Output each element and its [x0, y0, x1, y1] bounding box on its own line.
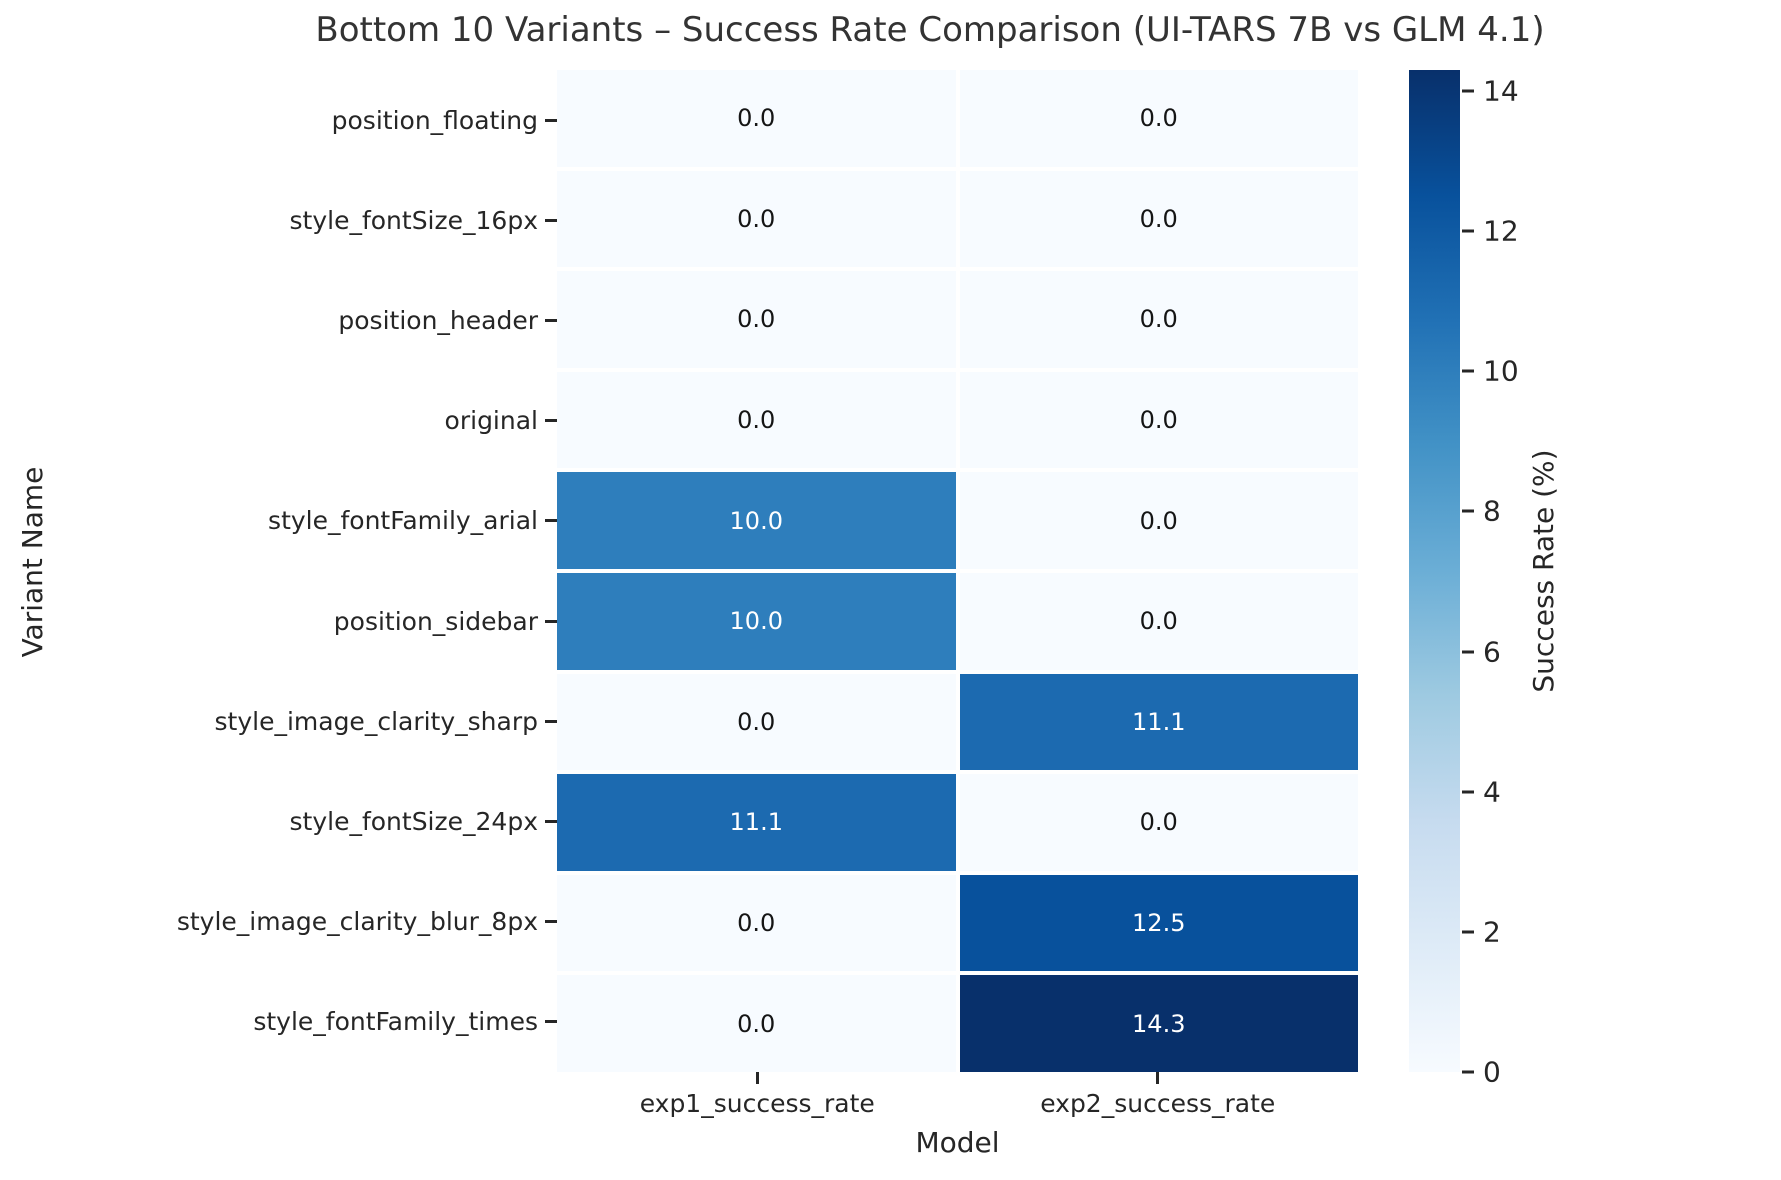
y-tick-mark [545, 920, 557, 924]
heatmap-cell: 14.3 [959, 975, 1358, 1072]
y-tick-label: style_fontSize_16px [289, 205, 539, 235]
heatmap-cell: 11.1 [959, 673, 1358, 771]
colorbar-tick-label: 14 [1483, 74, 1519, 108]
colorbar-tick-label: 4 [1483, 775, 1501, 809]
y-tick-mark [545, 619, 557, 623]
y-tick-label: style_fontFamily_arial [268, 506, 538, 536]
heatmap-cell: 11.1 [557, 774, 956, 871]
y-tick: original [0, 371, 557, 471]
x-axis-title: Model [915, 1126, 1000, 1159]
x-tick-label: exp2_success_rate [1040, 1089, 1276, 1118]
y-tick-label: style_image_clarity_sharp [214, 706, 539, 736]
y-tick-label: style_fontSize_24px [289, 807, 539, 837]
colorbar-tick-label: 10 [1483, 354, 1519, 388]
y-tick: style_fontFamily_times [0, 972, 557, 1072]
colorbar-gradient [1409, 70, 1460, 1072]
heatmap-cell: 0.0 [959, 271, 1358, 368]
y-tick: position_floating [0, 70, 557, 170]
colorbar-tick-mark [1462, 1070, 1474, 1074]
y-tick-label: position_header [338, 306, 538, 335]
heatmap-cell: 0.0 [959, 70, 1358, 167]
x-tick-mark [755, 1072, 759, 1084]
y-tick-mark [545, 719, 557, 723]
y-tick: style_fontSize_24px [0, 771, 557, 871]
colorbar-tick-mark [1462, 650, 1474, 654]
heatmap-cell: 0.0 [557, 70, 956, 167]
colorbar-tick-label: 0 [1483, 1055, 1501, 1089]
y-tick-mark [545, 419, 557, 423]
y-tick-mark [545, 319, 557, 322]
y-tick: position_sidebar [0, 571, 557, 671]
y-tick: position_header [0, 270, 557, 370]
y-tick-label: style_fontFamily_times [253, 1007, 538, 1037]
y-tick: style_image_clarity_sharp [0, 671, 557, 771]
y-tick-mark [545, 1020, 557, 1024]
heatmap-cell: 0.0 [557, 271, 956, 368]
colorbar-tick-mark [1462, 790, 1474, 794]
y-tick-label: position_sidebar [333, 606, 538, 636]
heatmap-cell: 0.0 [959, 170, 1358, 268]
colorbar-tick-label: 2 [1483, 915, 1501, 949]
heatmap-cell: 0.0 [959, 472, 1358, 569]
x-tick: exp2_success_rate [958, 1072, 1359, 1118]
y-tick: style_fontFamily_arial [0, 471, 557, 571]
heatmap-cell: 0.0 [557, 975, 956, 1072]
y-tick-mark [545, 820, 557, 824]
heatmap-cell: 0.0 [557, 874, 956, 972]
y-tick-label: original [444, 406, 538, 436]
y-tick: style_image_clarity_blur_8px [0, 872, 557, 972]
x-tick: exp1_success_rate [557, 1072, 958, 1118]
chart-title: Bottom 10 Variants – Success Rate Compar… [315, 10, 1545, 50]
y-tick-label: position_floating [331, 105, 538, 135]
heatmap-cell: 0.0 [557, 170, 956, 268]
heatmap-cell: 0.0 [959, 371, 1358, 469]
heatmap-cell: 0.0 [557, 371, 956, 469]
y-tick-mark [545, 218, 557, 222]
colorbar-tick-label: 8 [1483, 494, 1501, 528]
colorbar-tick-mark [1462, 89, 1474, 93]
y-tick-label: style_image_clarity_blur_8px [176, 907, 538, 937]
x-tick-label: exp1_success_rate [639, 1089, 875, 1118]
colorbar-tick-mark [1462, 930, 1474, 934]
x-tick-labels: exp1_success_rate exp2_success_rate [557, 1072, 1358, 1118]
colorbar-ticks: 0 2 4 6 8 10 12 14 [1409, 70, 1569, 1089]
y-tick-mark [545, 118, 557, 122]
colorbar-title: Success Rate (%) [1527, 449, 1560, 693]
colorbar-tick-mark [1462, 369, 1474, 373]
colorbar-tick-label: 12 [1483, 214, 1519, 248]
y-tick-mark [545, 519, 557, 523]
heatmap-cell: 10.0 [557, 472, 956, 569]
colorbar-tick-label: 6 [1483, 635, 1501, 669]
heatmap-cell: 12.5 [959, 874, 1358, 972]
heatmap-cell: 0.0 [557, 673, 956, 771]
heatmap-cell: 10.0 [557, 572, 956, 670]
heatmap-cell: 0.0 [959, 774, 1358, 871]
colorbar-tick-mark [1462, 229, 1474, 233]
heatmap-grid: 0.0 0.0 0.0 0.0 0.0 0.0 0.0 0.0 10.0 0.0 10.0 0.0 0.… [557, 70, 1358, 1072]
colorbar-tick-mark [1462, 509, 1474, 513]
heatmap-cell: 0.0 [959, 572, 1358, 670]
y-tick: style_fontSize_16px [0, 170, 557, 270]
x-tick-mark [1156, 1072, 1160, 1084]
